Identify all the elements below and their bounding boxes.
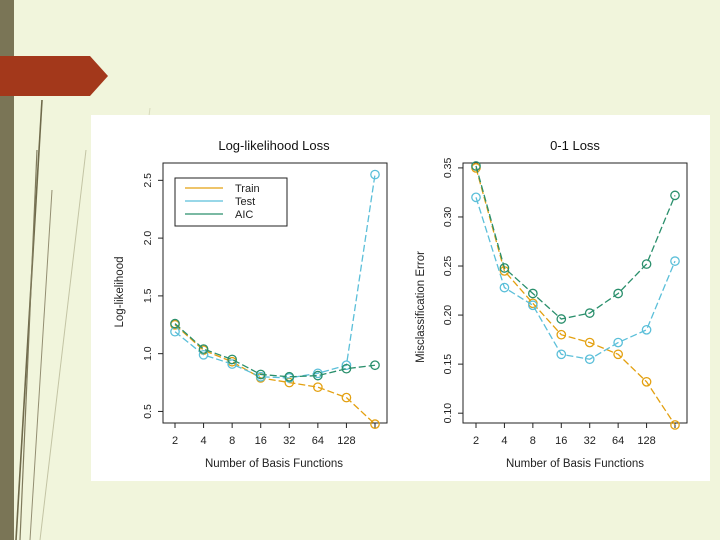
chart1-point-aic	[255, 369, 266, 380]
chart1-point-aic	[341, 363, 352, 374]
chart2-x-tick-label: 128	[637, 435, 655, 447]
chart2-ylabel: Misclassification Error	[415, 251, 427, 363]
chart1-x-tick-label: 64	[312, 435, 324, 447]
chart1-point-train	[313, 382, 323, 393]
chart2-line-train	[475, 167, 676, 426]
chart1-y-tick-label: 2.5	[142, 173, 154, 188]
chart1-x-tick-label: 8	[229, 435, 235, 447]
chart1-x-tick-label: 16	[255, 435, 267, 447]
chart2-line-test	[475, 197, 676, 360]
chart1-x-tick-label: 4	[201, 435, 207, 447]
chart2-point-aic	[641, 259, 652, 269]
chart2-point-aic	[556, 314, 567, 324]
chart1-y-tick-label: 2.0	[142, 231, 154, 246]
chart1-x-tick-label: 128	[337, 435, 355, 447]
chart2-point-test	[641, 324, 652, 335]
legend-box	[174, 177, 288, 227]
chart2-line-aic	[475, 165, 676, 320]
chart2-y-tick-label: 0.35	[442, 158, 454, 179]
left-side-bar	[0, 0, 14, 540]
chart1-ylabel: Log-likelihood	[114, 257, 126, 328]
chart1-title: Log-likelihood Loss	[218, 138, 330, 153]
chart2-point-aic	[670, 190, 680, 201]
chart2-point-test	[471, 192, 481, 203]
chart1-x-tick-label: 32	[283, 435, 295, 447]
chart2-point-train	[613, 349, 623, 360]
chart1-point-aic	[284, 371, 295, 382]
chart1-legend: Train Test AIC	[174, 177, 288, 227]
chart2-point-test	[556, 349, 567, 360]
chart2-point-test	[584, 354, 595, 365]
decor-streak	[19, 149, 38, 540]
chart2-x-tick-label: 32	[584, 435, 596, 447]
chart1-point-aic	[313, 370, 323, 381]
chart1-point-train	[370, 419, 380, 430]
chart1-point-test	[341, 360, 352, 371]
chart1-point-aic	[227, 354, 237, 365]
chart1-point-test	[370, 169, 380, 180]
chart2-y-tick-label: 0.25	[442, 256, 454, 277]
chart2-point-train	[556, 329, 567, 340]
chart2-point-aic	[499, 263, 510, 273]
chart1-xlabel: Number of Basis Functions	[205, 458, 343, 470]
legend-label-train: Train	[235, 183, 260, 195]
chart2-x-tick-label: 16	[555, 435, 567, 447]
chart2-title: 0-1 Loss	[550, 138, 600, 153]
figure-panel: Log-likelihood Loss Number of Basis Func…	[91, 115, 710, 481]
chart2-point-test	[670, 256, 680, 266]
title-accent-arrow	[0, 56, 108, 96]
chart1-line-test	[174, 174, 376, 379]
chart1-point-aic	[170, 318, 180, 329]
chart2-y-tick-label: 0.15	[442, 354, 454, 375]
chart2-y-tick-label: 0.10	[442, 403, 454, 424]
chart2-plot-frame	[462, 162, 688, 424]
chart1-point-aic	[198, 344, 209, 354]
chart2-point-aic	[584, 308, 595, 318]
legend-label-aic: AIC	[235, 209, 253, 221]
chart1-x-tick-label: 2	[172, 435, 178, 447]
chart1-point-test	[227, 359, 237, 369]
decor-streak	[29, 189, 53, 540]
chart2-x-tick-label: 2	[473, 435, 479, 447]
chart1-point-test	[198, 349, 209, 360]
chart1-y-tick-label: 0.5	[142, 404, 154, 419]
chart1-plot-frame	[162, 162, 388, 424]
chart2-y-tick-label: 0.30	[442, 207, 454, 228]
chart2-point-train	[641, 376, 652, 387]
chart1-y-tick-label: 1.5	[142, 288, 154, 303]
chart1-line-aic	[174, 323, 376, 378]
chart1-point-train	[341, 392, 352, 403]
chart2-point-aic	[528, 288, 538, 299]
chart2-x-tick-label: 4	[501, 435, 507, 447]
chart2-point-aic	[613, 288, 623, 299]
chart1-line-train	[174, 324, 376, 425]
chart2-point-test	[528, 300, 538, 311]
chart2-point-test	[613, 337, 623, 348]
chart2-point-aic	[471, 161, 481, 171]
chart2-point-train	[584, 337, 595, 348]
decor-streak	[39, 149, 87, 540]
chart1-point-aic	[370, 360, 380, 371]
chart2-xlabel: Number of Basis Functions	[506, 458, 644, 470]
chart2-x-tick-label: 64	[612, 435, 624, 447]
chart2-y-tick-label: 0.20	[442, 305, 454, 326]
chart2-point-train	[670, 420, 680, 430]
chart-figure: Log-likelihood Loss Number of Basis Func…	[114, 138, 688, 470]
chart1-y-tick-label: 1.0	[142, 346, 154, 361]
legend-label-test: Test	[235, 196, 255, 208]
chart2-x-tick-label: 8	[530, 435, 536, 447]
chart2-point-test	[499, 282, 510, 293]
